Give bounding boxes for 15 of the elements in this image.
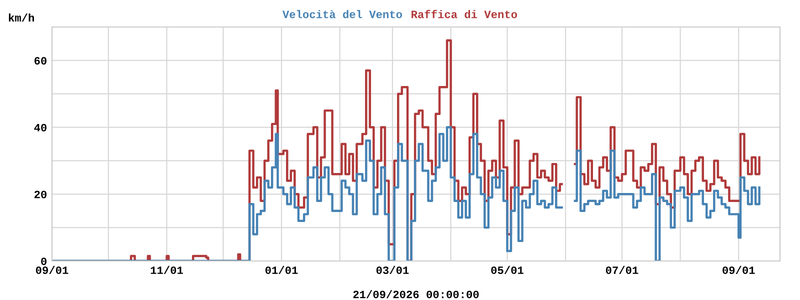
text: Raffica di Vento — [412, 10, 518, 18]
x-tick-label: 09/01 — [36, 266, 68, 274]
x-tick-label: 11/01 — [150, 266, 183, 274]
x-tick-label: 01/01 — [265, 266, 298, 274]
y-tick-label: 40 — [34, 124, 46, 132]
y-axis-title: km/h — [8, 14, 34, 22]
y-tick-label: 20 — [34, 190, 46, 198]
text: Velocità del Vento — [282, 10, 402, 18]
y-tick-label: 0 — [41, 258, 46, 266]
x-tick-label: 07/01 — [606, 266, 638, 274]
y-tick-label: 60 — [34, 57, 46, 65]
x-axis-title: 21/09/2026 00:00:00 — [353, 290, 479, 298]
x-tick-label: 09/01 — [722, 266, 755, 274]
x-tick-label: 05/01 — [491, 266, 524, 274]
x-tick-label: 03/01 — [376, 266, 409, 274]
